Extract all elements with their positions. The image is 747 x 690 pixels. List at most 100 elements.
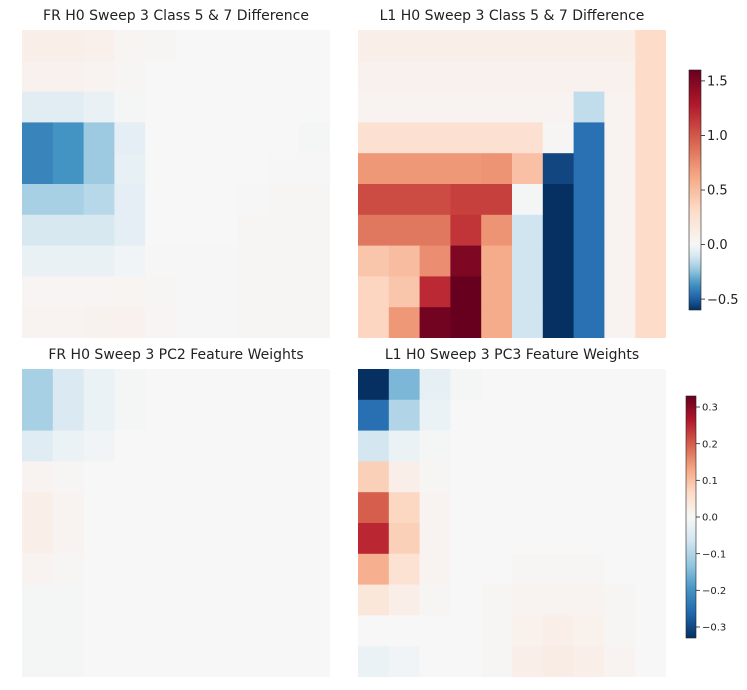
- panel-title-l1-pc3: L1 H0 Sweep 3 PC3 Feature Weights: [384, 347, 640, 363]
- heatmap-2-cell-3-2: [83, 461, 115, 493]
- heatmap-2-cell-8-6: [206, 615, 239, 647]
- heatmap-1-cell-5-9: [635, 184, 666, 216]
- heatmap-3-cell-2-9: [635, 430, 666, 462]
- heatmap-3-cell-9-3: [450, 646, 482, 677]
- heatmap-2-cell-7-6: [206, 584, 239, 616]
- heatmap-1-cell-8-9: [635, 276, 666, 308]
- heatmap-1-cell-9-7: [573, 307, 605, 338]
- heatmap-1-cell-2-5: [512, 91, 544, 123]
- heatmap-2-cell-4-6: [206, 492, 239, 524]
- heatmap-1-cell-8-8: [604, 276, 636, 308]
- heatmap-2-cell-9-8: [268, 646, 300, 677]
- heatmap-0-cell-7-0: [22, 245, 54, 277]
- heatmap-0-cell-0-4: [145, 30, 177, 62]
- heatmap-1-cell-7-9: [635, 245, 666, 277]
- heatmap-1-cell-3-3: [450, 122, 482, 154]
- heatmap-3-cell-1-6: [542, 399, 575, 432]
- heatmap-0-cell-4-0: [22, 153, 54, 185]
- heatmap-2-cell-5-4: [145, 523, 177, 555]
- heatmap-1-cell-7-3: [450, 245, 482, 277]
- heatmap-1-cell-2-7: [573, 91, 605, 123]
- heatmap-3-cell-9-1: [388, 646, 421, 677]
- heatmap-3-cell-8-3: [450, 615, 482, 647]
- heatmap-3-cell-9-4: [481, 646, 513, 677]
- heatmap-1-cell-9-9: [635, 307, 666, 338]
- heatmap-0-cell-8-2: [83, 276, 115, 308]
- heatmap-3-cell-9-7: [573, 646, 605, 677]
- heatmap-1-cell-2-1: [388, 91, 421, 123]
- heatmap-1-cell-8-7: [573, 276, 605, 308]
- heatmap-2-cell-7-0: [22, 584, 54, 616]
- heatmap-3-cell-8-6: [542, 615, 575, 647]
- heatmap-1-cell-1-6: [542, 60, 575, 93]
- heatmap-3-cell-0-6: [542, 369, 575, 401]
- heatmap-1-cell-5-7: [573, 184, 605, 216]
- cbar-bottom-tick-label-4: −0.1: [702, 549, 726, 560]
- heatmap-1-cell-6-2: [419, 214, 451, 247]
- heatmap-2-cell-8-0: [22, 615, 54, 647]
- heatmap-3-cell-0-4: [481, 369, 513, 401]
- heatmap-3-cell-3-6: [542, 461, 575, 493]
- heatmap-2-cell-2-1: [52, 430, 85, 462]
- heatmap-2-cell-6-6: [206, 553, 239, 586]
- heatmap-1-cell-0-7: [573, 30, 605, 62]
- heatmap-2-cell-1-4: [145, 399, 177, 432]
- heatmap-3-cell-4-5: [512, 492, 544, 524]
- heatmap-1-cell-3-9: [635, 122, 666, 154]
- heatmap-3-cell-8-4: [481, 615, 513, 647]
- heatmap-2-cell-6-2: [83, 553, 115, 586]
- heatmap-1-cell-7-0: [358, 245, 390, 277]
- heatmap-1-cell-3-5: [512, 122, 544, 154]
- heatmap-1-cell-2-0: [358, 91, 390, 123]
- heatmap-2-cell-3-0: [22, 461, 54, 493]
- heatmap-0-cell-7-7: [237, 245, 269, 277]
- heatmap-2-cell-8-1: [52, 615, 85, 647]
- heatmap-0-cell-4-6: [206, 153, 239, 185]
- heatmap-3-cell-2-4: [481, 430, 513, 462]
- heatmap-0-cell-9-3: [114, 307, 146, 338]
- heatmap-3-cell-6-7: [573, 553, 605, 586]
- heatmap-1-cell-6-6: [542, 214, 575, 247]
- heatmap-1-cell-9-1: [388, 307, 421, 338]
- heatmap-1-cell-7-8: [604, 245, 636, 277]
- heatmap-2-cell-9-3: [114, 646, 146, 677]
- heatmap-3-cell-6-0: [358, 553, 390, 586]
- heatmap-2-cell-2-0: [22, 430, 54, 462]
- heatmap-3-cell-3-3: [450, 461, 482, 493]
- heatmap-2-cell-3-8: [268, 461, 300, 493]
- heatmap-0-cell-3-8: [268, 122, 300, 154]
- heatmap-0-cell-5-9: [299, 184, 330, 216]
- heatmap-2-cell-1-5: [176, 399, 208, 432]
- heatmap-3-cell-5-3: [450, 523, 482, 555]
- heatmap-2-cell-1-9: [299, 399, 330, 432]
- heatmap-0-cell-3-1: [52, 122, 85, 154]
- heatmap-0-cell-4-2: [83, 153, 115, 185]
- heatmap-2-cell-0-3: [114, 369, 146, 401]
- heatmap-2-cell-5-5: [176, 523, 208, 555]
- heatmap-2-cell-4-4: [145, 492, 177, 524]
- heatmap-0-cell-4-5: [176, 153, 208, 185]
- heatmap-2-cell-4-0: [22, 492, 54, 524]
- heatmap-0-cell-8-6: [206, 276, 239, 308]
- heatmap-1-cell-1-4: [481, 60, 513, 93]
- heatmap-1-cell-4-3: [450, 153, 482, 185]
- heatmap-2-cell-0-0: [22, 369, 54, 401]
- heatmap-0-cell-3-6: [206, 122, 239, 154]
- heatmap-1-cell-5-5: [512, 184, 544, 216]
- heatmap-0-cell-4-3: [114, 153, 146, 185]
- heatmap-1-cell-2-9: [635, 91, 666, 123]
- heatmap-3-cell-1-8: [604, 399, 636, 432]
- heatmap-0-cell-4-1: [52, 153, 85, 185]
- heatmap-2-cell-3-3: [114, 461, 146, 493]
- heatmap-0-cell-6-5: [176, 214, 208, 247]
- heatmap-0-cell-6-7: [237, 214, 269, 247]
- heatmap-3-cell-0-1: [388, 369, 421, 401]
- heatmap-0-cell-7-4: [145, 245, 177, 277]
- heatmap-1-cell-3-2: [419, 122, 451, 154]
- heatmap-0-cell-5-6: [206, 184, 239, 216]
- heatmap-0-cell-2-9: [299, 91, 330, 123]
- heatmap-2-cell-0-8: [268, 369, 300, 401]
- heatmap-1-cell-7-1: [388, 245, 421, 277]
- heatmap-1-cell-2-3: [450, 91, 482, 123]
- heatmap-0-cell-2-5: [176, 91, 208, 123]
